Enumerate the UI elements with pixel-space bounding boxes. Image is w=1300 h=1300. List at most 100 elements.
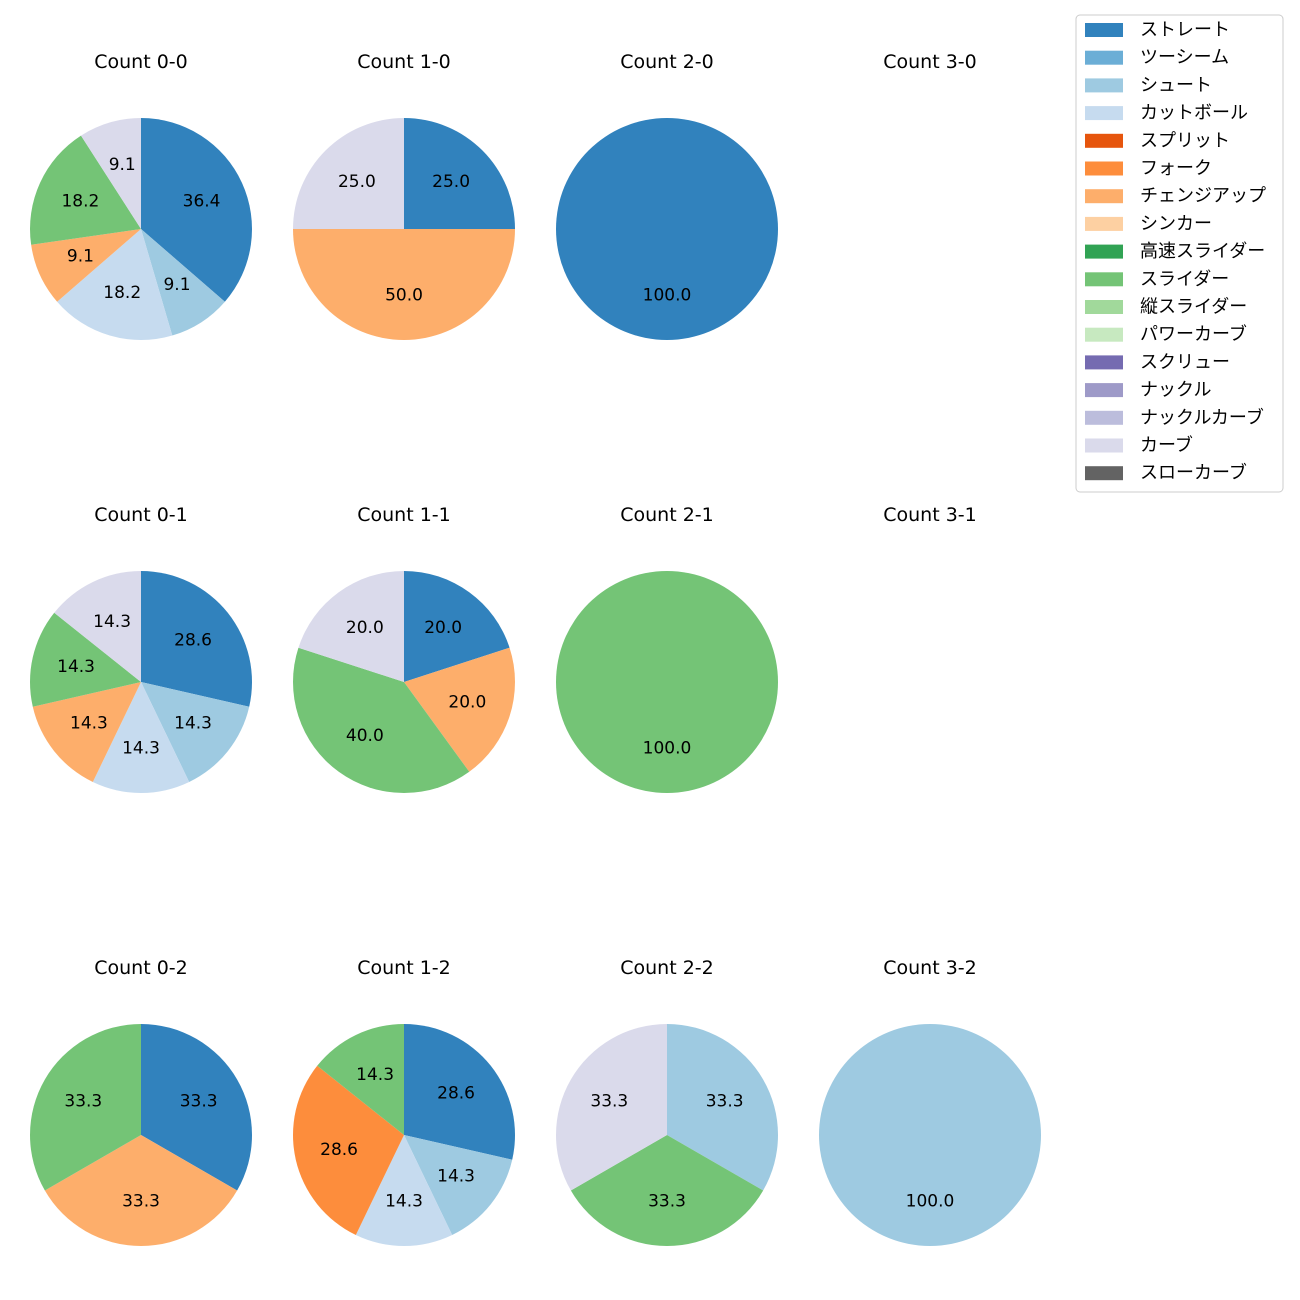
pie-slice bbox=[32, 682, 141, 783]
pie-slice bbox=[556, 118, 778, 340]
slice-label: 14.3 bbox=[70, 714, 108, 734]
slice-label: 14.3 bbox=[57, 657, 95, 677]
legend-label: ツーシーム bbox=[1140, 47, 1229, 68]
pie-panels: Count 0-0 36.4 9.1 18.2 9.1 18.2 9.1 Count 1-0 2… bbox=[29, 51, 1041, 1247]
legend-item: ストレート bbox=[1085, 20, 1230, 41]
legend-label: 縦スライダー bbox=[1140, 297, 1247, 318]
pie-slice bbox=[293, 118, 404, 229]
panel-title: Count 0-2 bbox=[94, 957, 188, 979]
legend-swatch bbox=[1085, 272, 1123, 287]
pie-slice bbox=[57, 229, 173, 340]
slice-label: 14.3 bbox=[385, 1192, 423, 1212]
legend-label: カットボール bbox=[1140, 103, 1248, 124]
pie-slice bbox=[30, 1024, 142, 1191]
slice-label: 9.1 bbox=[109, 155, 136, 175]
pie-slice bbox=[293, 647, 470, 794]
panel-title: Count 2-2 bbox=[620, 957, 714, 979]
legend-swatch bbox=[1085, 189, 1123, 204]
pie-slice bbox=[141, 682, 250, 783]
legend-item: シュート bbox=[1085, 75, 1212, 96]
slice-label: 20.0 bbox=[448, 693, 486, 713]
slice-label: 18.2 bbox=[61, 191, 99, 211]
pie-slice bbox=[141, 571, 253, 707]
pie-slice bbox=[29, 612, 142, 707]
slice-label: 25.0 bbox=[432, 172, 470, 192]
panel-title: Count 2-0 bbox=[620, 51, 714, 73]
legend-item: チェンジアップ bbox=[1085, 186, 1266, 207]
slice-label: 100.0 bbox=[643, 286, 692, 306]
legend-swatch bbox=[1085, 355, 1123, 370]
legend-swatch bbox=[1085, 244, 1123, 259]
legend-label: 高速スライダー bbox=[1140, 241, 1265, 262]
legend-swatch bbox=[1085, 410, 1123, 425]
legend-swatch bbox=[1085, 133, 1123, 148]
pie-slice bbox=[292, 1065, 404, 1236]
pie-slice bbox=[404, 1135, 513, 1236]
legend-swatch bbox=[1085, 50, 1123, 65]
slice-label: 100.0 bbox=[906, 1192, 955, 1212]
legend-item: ナックル bbox=[1085, 380, 1211, 401]
legend-item: ナックルカーブ bbox=[1085, 406, 1264, 428]
pie-panel-count-3-1: Count 3-1 bbox=[883, 504, 977, 526]
pie-slice bbox=[141, 229, 225, 336]
pie-panel-count-2-1: Count 2-1 100.0 bbox=[556, 504, 778, 793]
legend-label: スローカーブ bbox=[1140, 462, 1247, 484]
pie-slice bbox=[404, 647, 515, 772]
legend-item: シンカー bbox=[1085, 213, 1212, 234]
slice-label: 33.3 bbox=[122, 1192, 160, 1212]
legend-item: スローカーブ bbox=[1085, 462, 1247, 484]
panel-title: Count 3-0 bbox=[883, 51, 977, 73]
legend-item: ツーシーム bbox=[1085, 47, 1229, 68]
slice-label: 36.4 bbox=[183, 191, 221, 211]
slice-label: 25.0 bbox=[338, 172, 376, 192]
pie-panel-count-3-0: Count 3-0 bbox=[883, 51, 977, 73]
pie-panel-count-3-2: Count 3-2 100.0 bbox=[819, 957, 1041, 1246]
pie-slice bbox=[404, 571, 510, 682]
pie-slice bbox=[30, 135, 142, 245]
pie-slice bbox=[80, 118, 141, 229]
legend-label: シュート bbox=[1140, 75, 1212, 96]
legend-item: スプリット bbox=[1085, 130, 1230, 151]
slice-label: 28.6 bbox=[437, 1083, 475, 1103]
legend-item: カーブ bbox=[1085, 434, 1193, 456]
slice-label: 14.3 bbox=[93, 612, 131, 632]
pie-slice bbox=[556, 571, 778, 793]
slice-label: 20.0 bbox=[424, 618, 462, 638]
pie-slice bbox=[31, 229, 141, 302]
panel-title: Count 1-0 bbox=[357, 51, 451, 73]
legend-label: シンカー bbox=[1140, 213, 1212, 234]
pie-panel-count-1-0: Count 1-0 25.0 50.0 25.0 bbox=[293, 51, 515, 340]
pie-panel-count-1-1: Count 1-1 20.0 20.0 40.0 20.0 bbox=[293, 504, 515, 794]
pie-slice bbox=[298, 571, 404, 682]
slice-label: 33.3 bbox=[180, 1092, 218, 1112]
legend-label: パワーカーブ bbox=[1140, 323, 1247, 345]
slice-label: 33.3 bbox=[590, 1092, 628, 1112]
pie-slice bbox=[317, 1024, 404, 1135]
slice-label: 33.3 bbox=[706, 1092, 744, 1112]
legend-swatch bbox=[1085, 78, 1123, 93]
pie-slice bbox=[404, 1024, 515, 1160]
legend-label: スライダー bbox=[1140, 269, 1229, 290]
panel-title: Count 0-1 bbox=[94, 504, 188, 526]
slice-label: 9.1 bbox=[163, 275, 190, 295]
panel-title: Count 1-2 bbox=[357, 957, 451, 979]
pie-panel-count-0-0: Count 0-0 36.4 9.1 18.2 9.1 18.2 9.1 bbox=[30, 51, 252, 340]
legend-swatch bbox=[1085, 383, 1123, 398]
legend-label: フォーク bbox=[1140, 158, 1212, 179]
pie-slice bbox=[141, 1024, 252, 1191]
slice-label: 50.0 bbox=[385, 286, 423, 306]
panel-title: Count 3-1 bbox=[883, 504, 977, 526]
slice-label: 40.0 bbox=[346, 726, 384, 746]
slice-label: 33.3 bbox=[64, 1092, 102, 1112]
legend-label: スプリット bbox=[1140, 130, 1230, 151]
pie-slice bbox=[570, 1135, 764, 1246]
slice-label: 33.3 bbox=[648, 1192, 686, 1212]
legend: ストレートツーシームシュートカットボールスプリットフォークチェンジアップシンカー… bbox=[1075, 14, 1284, 493]
legend-item: スクリュー bbox=[1085, 352, 1230, 373]
legend-swatch bbox=[1085, 466, 1123, 481]
panel-title: Count 3-2 bbox=[883, 957, 977, 979]
slice-label: 14.3 bbox=[174, 714, 212, 734]
slice-label: 14.3 bbox=[122, 739, 160, 759]
pie-slice bbox=[92, 682, 190, 793]
